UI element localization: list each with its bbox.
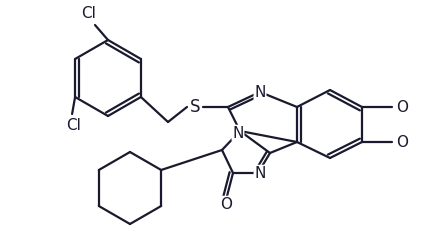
Text: O: O (396, 100, 408, 115)
Text: S: S (190, 98, 200, 116)
Text: N: N (254, 165, 266, 181)
Text: Cl: Cl (66, 118, 80, 132)
Text: N: N (254, 84, 266, 100)
Text: O: O (220, 197, 232, 211)
Text: Cl: Cl (82, 6, 96, 21)
Text: O: O (396, 135, 408, 149)
Text: N: N (232, 125, 244, 141)
